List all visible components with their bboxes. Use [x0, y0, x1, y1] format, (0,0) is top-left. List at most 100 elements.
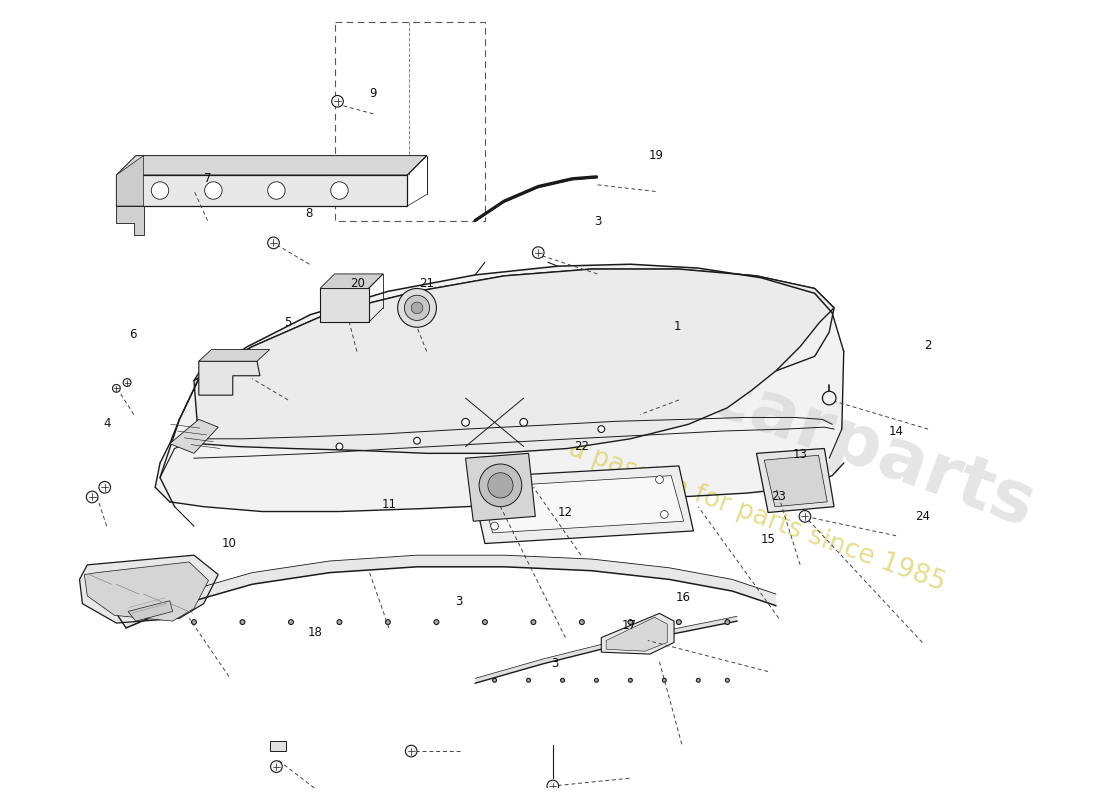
Polygon shape — [85, 562, 209, 621]
Text: 20: 20 — [350, 277, 365, 290]
Circle shape — [520, 418, 528, 426]
Text: 3: 3 — [455, 595, 462, 608]
Circle shape — [86, 491, 98, 503]
Circle shape — [99, 482, 111, 493]
Circle shape — [628, 678, 632, 682]
Circle shape — [152, 182, 168, 199]
Text: 22: 22 — [574, 440, 589, 453]
Polygon shape — [117, 156, 427, 175]
Text: 3: 3 — [594, 215, 601, 228]
Circle shape — [267, 182, 285, 199]
Text: 21: 21 — [419, 277, 435, 290]
Polygon shape — [194, 269, 834, 454]
Text: eurocarparts: eurocarparts — [526, 297, 1045, 542]
Polygon shape — [475, 616, 737, 683]
Text: 17: 17 — [621, 618, 637, 631]
Circle shape — [271, 761, 283, 773]
Circle shape — [336, 443, 343, 450]
Text: 13: 13 — [793, 448, 807, 461]
Text: 3: 3 — [551, 658, 559, 670]
Circle shape — [462, 418, 470, 426]
Text: 9: 9 — [370, 87, 377, 100]
Circle shape — [594, 678, 598, 682]
Circle shape — [491, 522, 498, 530]
Circle shape — [725, 620, 729, 625]
Circle shape — [267, 237, 279, 249]
Text: 11: 11 — [382, 498, 397, 511]
Circle shape — [397, 289, 437, 327]
Circle shape — [288, 620, 294, 625]
Polygon shape — [194, 269, 834, 381]
Text: 10: 10 — [222, 537, 236, 550]
Text: 5: 5 — [285, 316, 292, 329]
Polygon shape — [199, 362, 260, 395]
Circle shape — [660, 510, 668, 518]
Circle shape — [434, 620, 439, 625]
Text: 18: 18 — [307, 626, 322, 639]
Polygon shape — [764, 455, 827, 506]
Circle shape — [385, 620, 390, 625]
Text: 14: 14 — [889, 425, 903, 438]
Circle shape — [547, 780, 559, 792]
Circle shape — [414, 438, 420, 444]
Circle shape — [662, 678, 667, 682]
Text: 2: 2 — [924, 339, 932, 352]
Polygon shape — [320, 274, 383, 289]
Text: 12: 12 — [558, 506, 573, 519]
Circle shape — [598, 426, 605, 433]
Circle shape — [656, 476, 663, 483]
Text: 15: 15 — [761, 533, 776, 546]
Polygon shape — [320, 289, 368, 322]
Circle shape — [628, 620, 632, 625]
Circle shape — [331, 182, 349, 199]
Circle shape — [405, 295, 430, 321]
Circle shape — [483, 620, 487, 625]
Circle shape — [411, 302, 422, 314]
Circle shape — [532, 246, 544, 258]
Circle shape — [487, 473, 513, 498]
Polygon shape — [117, 206, 143, 235]
Polygon shape — [606, 618, 668, 651]
Circle shape — [527, 678, 530, 682]
Circle shape — [823, 391, 836, 405]
Circle shape — [725, 678, 729, 682]
Circle shape — [406, 746, 417, 757]
Circle shape — [205, 182, 222, 199]
Text: 8: 8 — [306, 207, 313, 220]
Circle shape — [696, 678, 701, 682]
Polygon shape — [126, 555, 776, 628]
Polygon shape — [471, 466, 693, 543]
Circle shape — [561, 678, 564, 682]
Text: a passion for parts since 1985: a passion for parts since 1985 — [564, 436, 948, 597]
Polygon shape — [128, 601, 173, 621]
Circle shape — [240, 620, 245, 625]
Polygon shape — [199, 350, 270, 362]
Polygon shape — [117, 175, 407, 206]
Circle shape — [799, 510, 811, 522]
Circle shape — [112, 385, 120, 392]
Polygon shape — [169, 419, 218, 454]
Circle shape — [531, 620, 536, 625]
Circle shape — [480, 464, 521, 506]
Text: 6: 6 — [130, 327, 138, 341]
Polygon shape — [117, 156, 143, 206]
Circle shape — [337, 620, 342, 625]
Polygon shape — [757, 449, 834, 513]
Text: 23: 23 — [771, 490, 786, 503]
Circle shape — [486, 488, 494, 496]
Circle shape — [676, 620, 681, 625]
Text: 7: 7 — [205, 172, 212, 186]
Text: 19: 19 — [649, 149, 663, 162]
Circle shape — [580, 620, 584, 625]
Circle shape — [191, 620, 197, 625]
Circle shape — [123, 378, 131, 386]
Text: 16: 16 — [675, 591, 691, 604]
Polygon shape — [602, 614, 674, 654]
Circle shape — [493, 678, 496, 682]
Circle shape — [332, 95, 343, 107]
Polygon shape — [270, 742, 286, 751]
Text: 24: 24 — [915, 510, 931, 523]
Text: 1: 1 — [673, 320, 681, 333]
Polygon shape — [465, 454, 536, 522]
Polygon shape — [480, 476, 684, 533]
